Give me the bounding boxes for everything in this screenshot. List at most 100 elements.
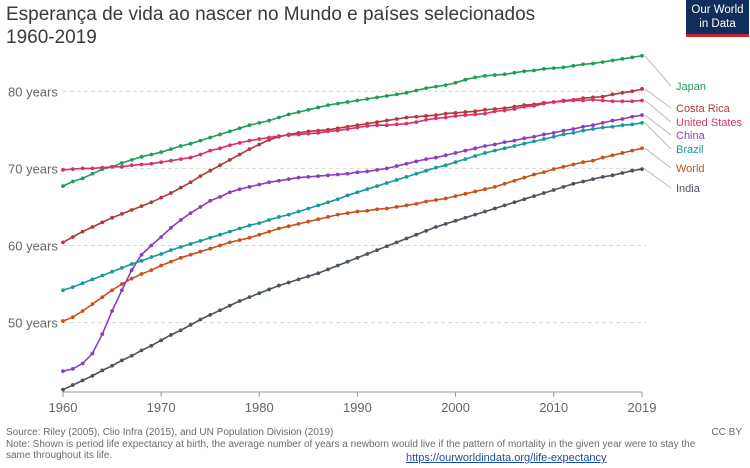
data-point xyxy=(551,66,556,71)
data-point xyxy=(178,218,183,222)
series-line-costa-rica[interactable] xyxy=(62,88,643,244)
data-point xyxy=(453,160,458,165)
series-line-united-states[interactable] xyxy=(62,98,643,171)
data-point xyxy=(394,92,399,97)
data-point xyxy=(591,97,595,102)
data-point xyxy=(443,221,448,226)
data-point xyxy=(532,134,536,139)
data-point xyxy=(335,172,340,177)
data-point xyxy=(581,98,586,103)
y-tick-label: 60 years xyxy=(8,238,58,253)
data-point xyxy=(159,195,164,200)
data-point xyxy=(512,200,517,205)
data-point xyxy=(483,73,487,78)
data-point xyxy=(218,163,222,168)
data-point xyxy=(512,107,517,111)
data-point xyxy=(110,269,114,274)
data-point xyxy=(316,217,321,222)
data-point xyxy=(169,158,173,163)
data-point xyxy=(119,211,124,216)
data-point xyxy=(384,166,389,171)
x-tick-label: 2019 xyxy=(628,400,657,415)
data-point xyxy=(159,160,164,165)
data-point xyxy=(620,90,625,95)
data-point xyxy=(512,178,517,183)
data-point xyxy=(61,319,65,323)
source-link[interactable]: https://ourworldindata.org/life-expectan… xyxy=(406,452,607,464)
data-point xyxy=(365,124,370,128)
data-point xyxy=(483,187,487,192)
data-point xyxy=(483,107,487,112)
data-point xyxy=(502,181,507,186)
data-point xyxy=(600,174,605,179)
data-point xyxy=(640,53,644,58)
data-point xyxy=(110,363,114,368)
data-point xyxy=(80,378,85,383)
data-point xyxy=(267,287,271,292)
data-point xyxy=(110,215,114,220)
data-point xyxy=(551,188,556,192)
data-point xyxy=(237,226,242,231)
data-point xyxy=(404,90,409,95)
data-point xyxy=(100,295,105,300)
data-point xyxy=(286,280,291,285)
data-point xyxy=(640,146,644,151)
data-point xyxy=(326,267,330,272)
series-label[interactable]: Japan xyxy=(676,81,706,93)
data-point xyxy=(316,131,321,135)
series-label[interactable]: United States xyxy=(676,117,743,129)
data-point xyxy=(384,244,389,249)
data-point xyxy=(483,209,487,214)
data-point xyxy=(100,332,105,337)
series-line-brazil[interactable] xyxy=(62,122,643,291)
x-tick-label: 1960 xyxy=(49,400,78,415)
data-point xyxy=(218,232,222,237)
data-point xyxy=(139,154,144,159)
series-label[interactable]: Costa Rica xyxy=(676,103,731,115)
data-point xyxy=(640,98,644,103)
data-point xyxy=(414,232,419,237)
data-point xyxy=(414,120,419,125)
data-point xyxy=(80,281,85,286)
data-point xyxy=(90,277,95,282)
data-point xyxy=(139,252,144,257)
data-point xyxy=(620,171,625,175)
data-point xyxy=(169,191,173,195)
data-point xyxy=(434,198,438,202)
data-point xyxy=(247,147,252,152)
series-label[interactable]: China xyxy=(676,130,706,142)
data-point xyxy=(208,135,213,140)
data-point xyxy=(276,134,281,138)
data-point xyxy=(512,138,517,143)
data-point xyxy=(227,129,232,134)
our-world-in-data-logo[interactable]: Our World in Data xyxy=(686,0,749,37)
series-line-world[interactable] xyxy=(62,147,643,322)
data-point xyxy=(80,166,85,171)
series-label[interactable]: World xyxy=(676,163,705,175)
x-tick-label: 2010 xyxy=(539,400,568,415)
data-point xyxy=(70,383,75,387)
license-label[interactable]: CC BY xyxy=(711,427,742,438)
data-point xyxy=(267,180,271,185)
series-label[interactable]: Brazil xyxy=(676,144,704,156)
data-point xyxy=(296,277,301,282)
series-label[interactable]: India xyxy=(676,183,701,195)
data-point xyxy=(600,125,605,130)
data-point xyxy=(492,142,497,147)
data-point xyxy=(70,285,75,290)
data-point xyxy=(512,70,517,75)
data-point xyxy=(129,262,134,266)
data-point xyxy=(561,128,566,133)
data-point xyxy=(610,99,615,104)
data-point xyxy=(61,387,65,392)
data-point xyxy=(630,99,635,104)
data-point xyxy=(149,343,154,348)
data-point xyxy=(345,127,350,131)
data-point xyxy=(473,146,478,151)
data-point xyxy=(237,299,242,303)
data-point xyxy=(267,229,271,234)
data-point xyxy=(276,115,281,120)
data-point xyxy=(119,358,124,363)
data-point xyxy=(492,206,497,211)
series-line-japan[interactable] xyxy=(62,55,643,187)
